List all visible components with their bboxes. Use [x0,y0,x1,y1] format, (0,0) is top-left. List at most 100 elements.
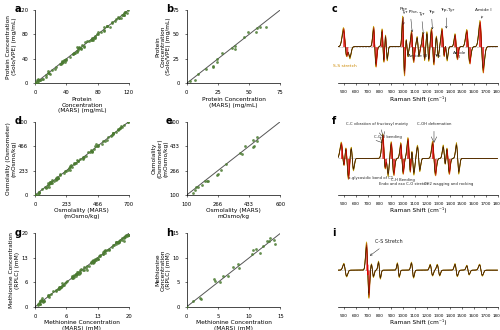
Point [75,45,83,50]
Point [103,24,111,29]
Point [112,242,120,247]
Point [186,78,194,83]
Point [110,130,118,135]
Point [56,172,64,177]
Point [124,232,132,238]
Point [54,175,62,181]
X-axis label: Methionine Concentration
(MARS) (mM): Methionine Concentration (MARS) (mM) [44,320,120,330]
Point [54,176,62,181]
Point [90,258,98,263]
Point [37,298,45,303]
Point [36,299,44,304]
Point [198,182,205,188]
Point [76,157,84,162]
Point [122,233,130,239]
Point [54,175,62,181]
Point [59,60,67,65]
Point [75,271,83,276]
Point [103,137,111,142]
Point [41,184,49,190]
Point [108,19,116,25]
Point [100,251,108,256]
Point [91,144,99,149]
Point [48,178,56,183]
Point [44,71,52,76]
Point [46,181,54,186]
Point [100,25,108,30]
Point [102,248,110,253]
Point [45,184,53,189]
Point [94,143,102,148]
Text: Trp: Trp [428,10,434,29]
Point [114,240,122,245]
Point [88,148,96,154]
Point [80,44,88,49]
Point [36,301,44,306]
Point [77,46,85,51]
Text: Tyr: Tyr [418,12,424,34]
Point [118,13,126,18]
Point [73,271,81,277]
Point [216,280,224,285]
Text: g: g [14,227,21,238]
Point [46,179,54,184]
Point [52,177,60,182]
Point [81,40,89,45]
Point [122,234,130,239]
Point [232,44,239,49]
Point [114,127,122,132]
X-axis label: Raman Shift (cm⁻¹): Raman Shift (cm⁻¹) [390,96,446,102]
Point [70,274,78,280]
Text: C-S Stretch: C-S Stretch [370,239,402,255]
Text: C-C vibration of fructosyl moiety: C-C vibration of fructosyl moiety [346,121,408,126]
Point [46,71,54,77]
Point [50,179,58,184]
Point [231,46,239,51]
Point [42,74,50,80]
Point [68,51,76,56]
Point [94,256,102,261]
Point [108,130,116,136]
Point [32,79,40,84]
Point [34,81,42,86]
Point [44,180,52,185]
Point [62,279,70,284]
Point [83,268,91,273]
Point [191,188,199,193]
Point [93,255,101,261]
Point [61,58,69,63]
Point [73,45,81,50]
Point [56,285,64,290]
Point [55,285,63,290]
Point [76,268,84,273]
Point [101,250,109,256]
Point [88,37,96,43]
Point [60,170,68,176]
Point [88,149,96,155]
Point [88,36,96,41]
Point [56,285,64,291]
Point [36,298,44,304]
Point [66,168,74,173]
Point [102,247,110,252]
Point [46,180,54,185]
Point [46,71,54,76]
Text: Trp: Trp [434,54,440,58]
Point [56,285,64,290]
Point [210,63,218,69]
Point [68,164,76,169]
Point [204,179,212,184]
Point [124,119,132,124]
Text: Amide III: Amide III [408,54,427,58]
Point [82,265,90,271]
Point [120,235,128,241]
Point [47,180,55,185]
Point [91,36,99,41]
Point [87,148,95,153]
Point [97,29,105,34]
Point [111,18,119,23]
Point [38,297,46,302]
Point [38,186,46,192]
Point [120,122,128,127]
Point [45,292,53,298]
